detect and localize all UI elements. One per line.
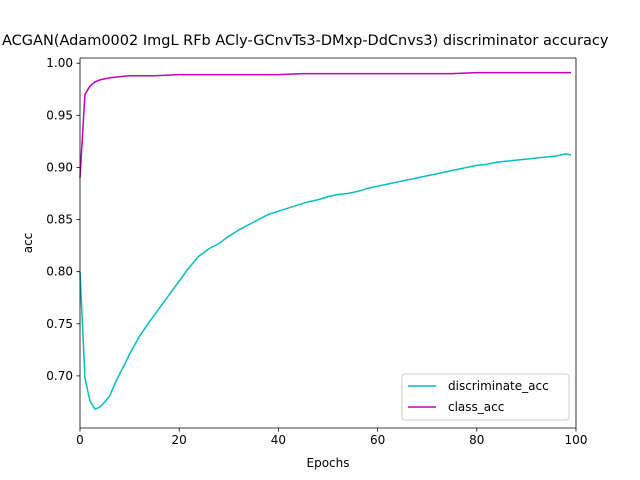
y-tick-label: 0.75: [46, 317, 73, 331]
legend: discriminate_acc class_acc: [401, 373, 570, 421]
y-axis-label: acc: [21, 233, 35, 254]
x-tick-label: 20: [172, 433, 187, 447]
y-tick-label: 0.95: [46, 108, 73, 122]
y-tick-label: 1.00: [46, 56, 73, 70]
chart-title: ACGAN(Adam0002 ImgL RFb ACly-GCnvTs3-DMx…: [0, 33, 640, 55]
axes: [79, 57, 577, 429]
y-tick-label: 0.70: [46, 369, 73, 383]
y-tick-label: 0.85: [46, 213, 73, 227]
x-tick-label: 100: [565, 433, 588, 447]
x-tick-label: 60: [370, 433, 385, 447]
chart-title-text: ACGAN(Adam0002 ImgL RFb ACly-GCnvTs3-DMx…: [2, 33, 609, 49]
series-lines: [79, 71, 572, 410]
legend-box: [401, 373, 570, 421]
x-axis-ticks: 0 20 40 60 80 100: [76, 428, 587, 447]
x-axis-label: Epochs: [307, 456, 350, 470]
series-line-class-acc: [79, 71, 572, 178]
legend-label-discriminate-acc: discriminate_acc: [448, 379, 549, 393]
legend-label-class-acc: class_acc: [448, 400, 504, 414]
y-tick-label: 0.80: [46, 265, 73, 279]
y-axis-ticks: 0.70 0.75 0.80 0.85 0.90 0.95 1.00: [46, 56, 80, 383]
x-tick-label: 80: [469, 433, 484, 447]
x-tick-label: 40: [271, 433, 286, 447]
plot-background: [80, 58, 576, 428]
y-tick-label: 0.90: [46, 160, 73, 174]
series-line-discriminate-acc: [79, 153, 572, 410]
x-tick-label: 0: [76, 433, 84, 447]
